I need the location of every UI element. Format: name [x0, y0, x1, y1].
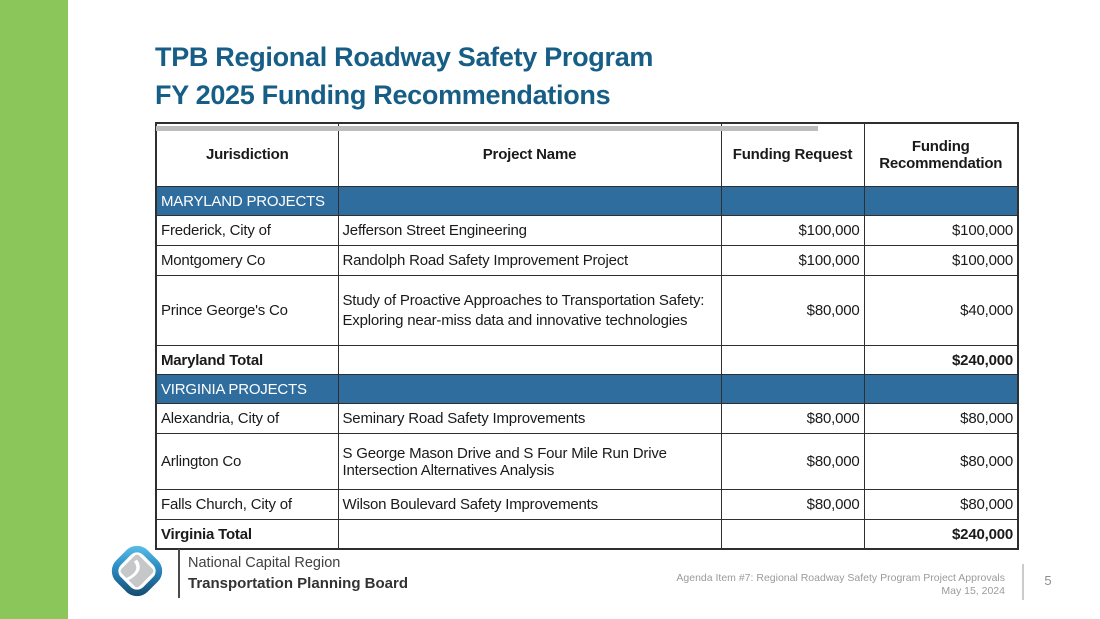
section-cell-empty: [720, 186, 865, 216]
cell-funding-recommendation: $80,000: [863, 403, 1019, 434]
page-number: 5: [1044, 573, 1052, 588]
tpb-logo-icon: [111, 545, 163, 597]
cell-funding-request: $100,000: [720, 215, 865, 246]
page-title: TPB Regional Roadway Safety Program FY 2…: [155, 38, 653, 114]
cell-funding-recommendation: $80,000: [863, 433, 1019, 490]
table-row: Alexandria, City of Seminary Road Safety…: [155, 403, 1019, 434]
total-cell-empty: [720, 519, 865, 550]
cell-project: Wilson Boulevard Safety Improvements: [337, 489, 722, 520]
table-row: Frederick, City of Jefferson Street Engi…: [155, 215, 1019, 246]
cell-funding-request: $80,000: [720, 433, 865, 490]
cell-funding-request: $80,000: [720, 403, 865, 434]
total-label: Virginia Total: [155, 519, 339, 550]
total-row-virginia: Virginia Total $240,000: [155, 519, 1019, 550]
total-cell-empty: [337, 519, 722, 550]
section-cell-empty: [720, 374, 865, 404]
table-row: Montgomery Co Randolph Road Safety Impro…: [155, 245, 1019, 276]
table-header-row: Jurisdiction Project Name Funding Reques…: [155, 122, 1019, 187]
table-row: Falls Church, City of Wilson Boulevard S…: [155, 489, 1019, 520]
section-row-maryland: MARYLAND PROJECTS: [155, 186, 1019, 216]
header-funding-request: Funding Request: [720, 122, 865, 187]
org-name-line2: Transportation Planning Board: [188, 575, 409, 592]
table-row: Prince George's Co Study of Proactive Ap…: [155, 275, 1019, 346]
section-label: MARYLAND PROJECTS: [155, 186, 339, 216]
funding-table: Jurisdiction Project Name Funding Reques…: [155, 122, 1019, 550]
total-funding-recommendation: $240,000: [863, 345, 1019, 375]
cell-jurisdiction: Prince George's Co: [155, 275, 339, 346]
header-project-name: Project Name: [337, 122, 722, 187]
cell-jurisdiction: Alexandria, City of: [155, 403, 339, 434]
logo-text-divider: [178, 549, 180, 598]
agenda-footnote-line1: Agenda Item #7: Regional Roadway Safety …: [676, 572, 1005, 584]
header-jurisdiction: Jurisdiction: [155, 122, 339, 187]
cell-funding-recommendation: $100,000: [863, 245, 1019, 276]
page-number-divider: [1022, 564, 1024, 600]
cell-project: Study of Proactive Approaches to Transpo…: [337, 275, 722, 346]
cell-funding-request: $80,000: [720, 489, 865, 520]
agenda-footnote: Agenda Item #7: Regional Roadway Safety …: [545, 572, 1005, 598]
total-label: Maryland Total: [155, 345, 339, 375]
total-cell-empty: [720, 345, 865, 375]
cell-project: Randolph Road Safety Improvement Project: [337, 245, 722, 276]
cell-project: Seminary Road Safety Improvements: [337, 403, 722, 434]
header-funding-recommendation: Funding Recommendation: [863, 122, 1019, 187]
cell-funding-recommendation: $80,000: [863, 489, 1019, 520]
section-cell-empty: [863, 374, 1019, 404]
org-name-line1: National Capital Region: [188, 555, 341, 571]
section-cell-empty: [337, 374, 722, 404]
section-row-virginia: VIRGINIA PROJECTS: [155, 374, 1019, 404]
cell-project: Jefferson Street Engineering: [337, 215, 722, 246]
cell-project: S George Mason Drive and S Four Mile Run…: [337, 433, 722, 490]
total-funding-recommendation: $240,000: [863, 519, 1019, 550]
section-label: VIRGINIA PROJECTS: [155, 374, 339, 404]
cell-jurisdiction: Falls Church, City of: [155, 489, 339, 520]
page-title-line1: TPB Regional Roadway Safety Program: [155, 42, 654, 72]
cell-jurisdiction: Arlington Co: [155, 433, 339, 490]
cell-funding-recommendation: $100,000: [863, 215, 1019, 246]
cell-funding-request: $100,000: [720, 245, 865, 276]
left-accent-bar: [0, 0, 68, 619]
cell-jurisdiction: Montgomery Co: [155, 245, 339, 276]
total-cell-empty: [337, 345, 722, 375]
total-row-maryland: Maryland Total $240,000: [155, 345, 1019, 375]
table-top-accent-bar: [156, 126, 818, 131]
section-cell-empty: [337, 186, 722, 216]
agenda-footnote-line2: May 15, 2024: [941, 585, 1005, 597]
cell-funding-request: $80,000: [720, 275, 865, 346]
funding-table-container: Jurisdiction Project Name Funding Reques…: [155, 122, 1019, 550]
org-name: National Capital Region Transportation P…: [188, 553, 408, 594]
section-cell-empty: [863, 186, 1019, 216]
cell-funding-recommendation: $40,000: [863, 275, 1019, 346]
table-row: Arlington Co S George Mason Drive and S …: [155, 433, 1019, 490]
page-title-line2: FY 2025 Funding Recommendations: [155, 80, 611, 110]
cell-jurisdiction: Frederick, City of: [155, 215, 339, 246]
